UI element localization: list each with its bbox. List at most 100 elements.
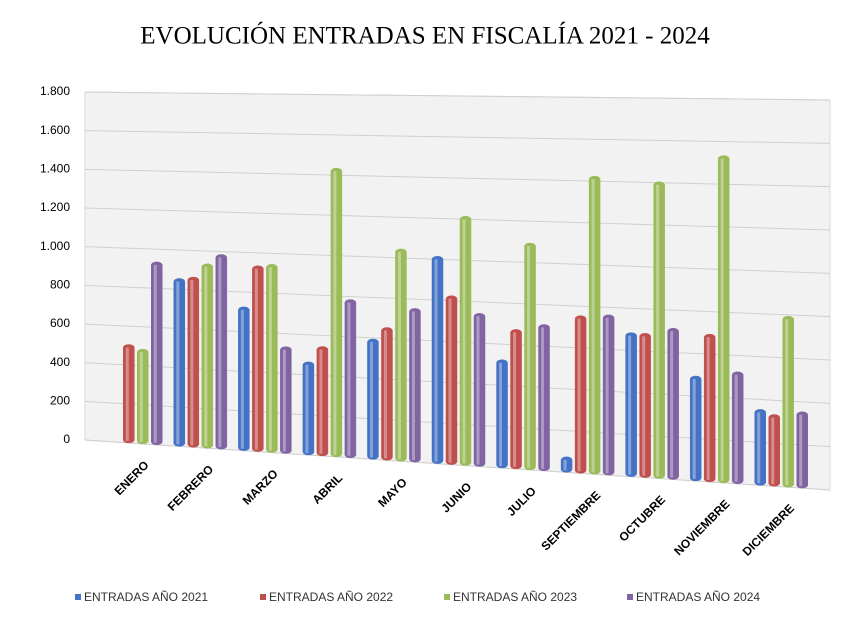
bar xyxy=(703,333,716,483)
bar-highlight xyxy=(591,179,595,473)
x-tick-label: MARZO xyxy=(240,467,281,508)
legend-label: ENTRADAS AÑO 2024 xyxy=(636,590,760,604)
bar xyxy=(768,414,780,487)
bar-highlight xyxy=(656,184,660,477)
bar xyxy=(395,248,407,462)
grid-line xyxy=(84,91,831,101)
bar-highlight xyxy=(757,412,761,484)
bar xyxy=(151,261,163,446)
bar-highlight xyxy=(347,302,351,456)
bar-highlight xyxy=(434,259,438,462)
x-tick-label: OCTUBRE xyxy=(616,493,668,545)
bar xyxy=(201,263,214,449)
bar xyxy=(316,346,329,457)
y-tick-label: 800 xyxy=(50,278,70,292)
x-tick-label: ENERO xyxy=(112,458,152,498)
bar-highlight xyxy=(383,330,387,459)
x-tick-label: NOVIEMBRE xyxy=(671,497,732,558)
bar xyxy=(602,314,615,476)
bar xyxy=(409,308,421,463)
bar xyxy=(302,361,315,456)
bar-highlight xyxy=(411,311,415,461)
bar xyxy=(137,348,149,445)
bar xyxy=(639,333,651,478)
bar xyxy=(238,306,250,451)
bar-highlight xyxy=(369,341,373,458)
bar-highlight xyxy=(139,352,143,442)
bar-highlight xyxy=(577,318,581,472)
bar xyxy=(538,324,550,472)
bar-highlight xyxy=(785,319,789,486)
bar-highlight xyxy=(204,266,208,447)
y-tick-label: 1.200 xyxy=(40,200,70,214)
bar xyxy=(344,299,357,459)
bar-highlight xyxy=(734,374,738,482)
bar-highlight xyxy=(254,268,258,450)
bar-highlight xyxy=(642,336,646,476)
legend-swatch xyxy=(75,594,81,600)
y-tick-label: 400 xyxy=(50,355,70,369)
bar-highlight xyxy=(282,349,286,452)
bar-highlight xyxy=(397,251,401,460)
bar-highlight xyxy=(628,335,632,475)
bar-highlight xyxy=(448,298,452,463)
bar-highlight xyxy=(153,264,157,443)
legend-label: ENTRADAS AÑO 2021 xyxy=(84,590,208,604)
y-tick-label: 1.400 xyxy=(40,162,70,176)
legend-label: ENTRADAS AÑO 2022 xyxy=(269,590,393,604)
legend-swatch xyxy=(260,594,266,600)
bar-highlight xyxy=(541,327,545,469)
bar xyxy=(560,456,573,473)
grid-line xyxy=(84,168,831,188)
y-tick-label: 600 xyxy=(50,316,70,330)
bar xyxy=(588,175,601,475)
bar xyxy=(459,215,472,466)
x-tick-label: JULIO xyxy=(504,484,539,519)
bar-highlight xyxy=(240,309,244,449)
bar xyxy=(496,359,508,469)
bar xyxy=(431,256,444,464)
bar xyxy=(689,375,702,482)
bar-highlight xyxy=(319,349,323,454)
bar xyxy=(667,327,679,480)
legend-label: ENTRADAS AÑO 2023 xyxy=(453,590,577,604)
bar-highlight xyxy=(305,364,309,453)
bar xyxy=(473,313,486,467)
bar-highlight xyxy=(799,414,803,487)
bar xyxy=(266,264,278,453)
bar xyxy=(717,155,730,484)
bar xyxy=(574,315,587,474)
bar-highlight xyxy=(692,379,696,479)
grid-line xyxy=(84,130,831,144)
bar-highlight xyxy=(720,158,724,481)
bar-highlight xyxy=(527,246,531,468)
bar xyxy=(367,338,379,460)
legend-swatch xyxy=(627,594,633,600)
chart-title: EVOLUCIÓN ENTRADAS EN FISCALÍA 2021 - 20… xyxy=(140,22,710,50)
bar xyxy=(187,276,200,448)
x-tick-label: DICIEMBRE xyxy=(740,501,798,559)
bar-highlight xyxy=(670,331,674,478)
x-tick-label: ABRIL xyxy=(309,471,345,507)
bar xyxy=(754,409,766,486)
y-tick-label: 1.000 xyxy=(40,239,70,253)
bar xyxy=(215,254,228,450)
bar-highlight xyxy=(771,417,775,485)
bar-highlight xyxy=(190,280,194,446)
bar xyxy=(510,329,522,470)
bar-highlight xyxy=(176,281,180,445)
x-tick-label: SEPTIEMBRE xyxy=(538,488,603,553)
y-tick-label: 1.600 xyxy=(40,123,70,137)
bar-highlight xyxy=(333,171,337,455)
y-tick-label: 200 xyxy=(50,394,70,408)
bar-highlight xyxy=(218,257,222,448)
bar xyxy=(123,344,135,444)
y-tick-label: 1.800 xyxy=(40,84,70,98)
bar xyxy=(653,181,665,479)
x-tick-label: MAYO xyxy=(375,475,410,510)
y-tick-label: 0 xyxy=(63,432,70,446)
legend-swatch xyxy=(444,594,450,600)
bar-highlight xyxy=(268,267,272,451)
bar xyxy=(252,265,264,452)
